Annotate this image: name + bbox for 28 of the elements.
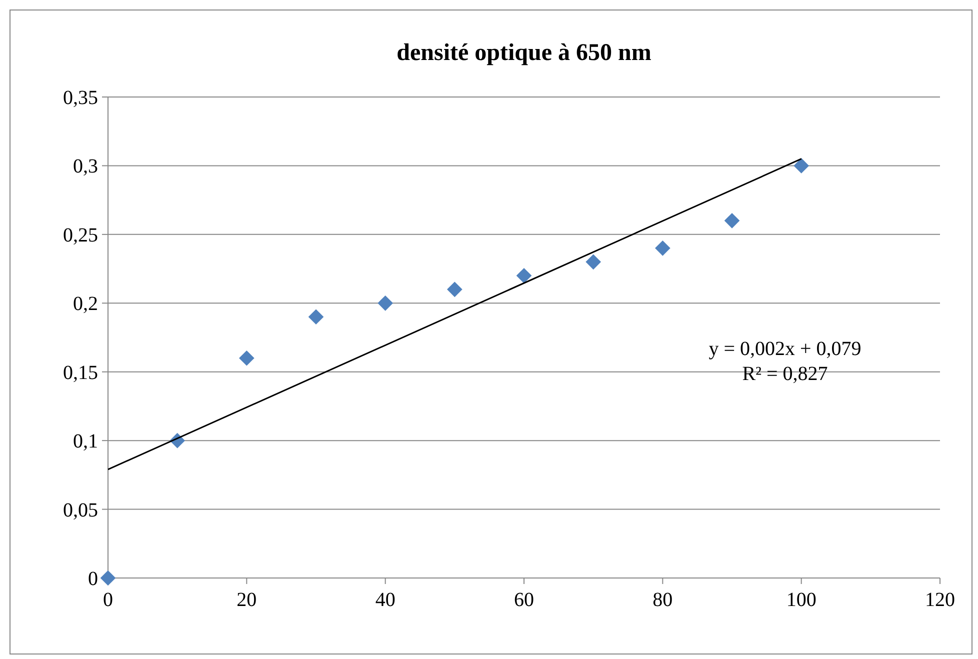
x-tick-label: 80 <box>652 589 673 611</box>
point <box>378 295 394 311</box>
y-tick-label: 0,2 <box>73 293 98 316</box>
annotation: R² = 0,827 <box>742 363 828 385</box>
y-tick-label: 0,3 <box>73 156 98 178</box>
y-tick-label: 0,35 <box>63 87 98 109</box>
point <box>238 350 254 366</box>
x-tick-label: 120 <box>925 589 955 611</box>
x-tick-label: 60 <box>514 589 534 611</box>
annotation: y = 0,002x + 0,079 <box>708 338 862 360</box>
x-tick-label: 100 <box>786 589 816 611</box>
point <box>308 309 324 325</box>
point <box>516 268 532 284</box>
y-tick-label: 0,25 <box>63 224 98 246</box>
point <box>446 282 462 298</box>
x-tick-label: 20 <box>236 589 257 611</box>
y-tick-label: 0 <box>88 568 98 590</box>
y-tick-label: 0,1 <box>73 430 98 453</box>
point <box>654 240 670 256</box>
point <box>586 254 602 270</box>
x-tick-label: 40 <box>375 589 396 611</box>
point <box>724 213 740 228</box>
chart-title: densité optique à 650 nm <box>396 40 652 66</box>
y-tick-label: 0,05 <box>63 499 98 522</box>
point <box>100 570 116 586</box>
point <box>794 158 810 174</box>
y-tick-label: 0,15 <box>63 362 98 384</box>
x-tick-label: 0 <box>103 589 113 611</box>
